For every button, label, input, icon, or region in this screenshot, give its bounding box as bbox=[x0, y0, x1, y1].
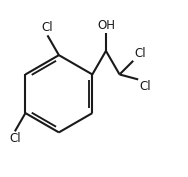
Text: Cl: Cl bbox=[42, 21, 53, 34]
Text: Cl: Cl bbox=[9, 132, 21, 145]
Text: OH: OH bbox=[97, 19, 115, 32]
Text: Cl: Cl bbox=[134, 47, 146, 60]
Text: Cl: Cl bbox=[139, 80, 151, 93]
